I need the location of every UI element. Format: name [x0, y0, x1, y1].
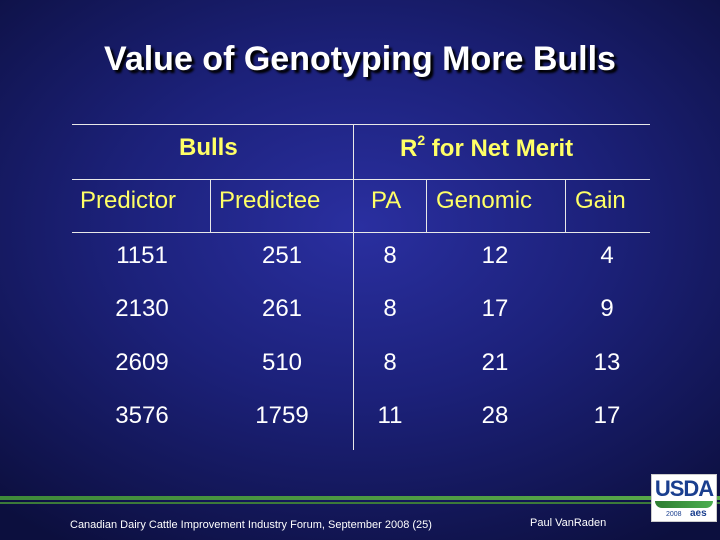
cell-predictor: 2130 — [115, 295, 169, 322]
header-bottom-rule — [72, 232, 650, 233]
cell-predictor: 1151 — [116, 242, 168, 269]
footer-author-text: Paul VanRaden — [530, 517, 607, 529]
subheader-divider-2 — [426, 179, 427, 232]
cell-genomic: 12 — [481, 242, 509, 269]
cell-genomic: 17 — [481, 295, 509, 322]
aes-logo-mark: aes — [690, 508, 707, 519]
group-header-r2: R2 for Net Merit — [400, 132, 574, 163]
usda-logo: USDA 2008 aes — [651, 474, 717, 522]
column-header-pa: PA — [371, 187, 402, 214]
footer-divider — [0, 496, 720, 500]
cell-predictee: 261 — [261, 295, 303, 322]
header-divider-rule — [72, 179, 650, 180]
usda-logo-year: 2008 — [666, 511, 682, 518]
cell-gain: 4 — [600, 242, 614, 269]
slide-title: Value of Genotyping More Bulls — [104, 40, 616, 78]
r2-superscript: 2 — [417, 132, 426, 148]
cell-genomic: 21 — [481, 349, 509, 376]
table-top-rule — [72, 124, 650, 125]
usda-logo-text: USDA — [654, 476, 714, 501]
cell-pa: 8 — [383, 295, 397, 322]
cell-gain: 17 — [593, 402, 621, 429]
column-header-genomic: Genomic — [436, 187, 533, 214]
column-header-predictor: Predictor — [80, 187, 177, 214]
cell-pa: 8 — [383, 349, 397, 376]
group-header-bulls: Bulls — [179, 134, 238, 162]
cell-pa: 11 — [377, 402, 403, 429]
cell-predictee: 1759 — [255, 402, 309, 429]
column-header-predictee: Predictee — [219, 187, 321, 214]
footer-divider-thin — [0, 502, 720, 504]
cell-predictee: 251 — [261, 242, 303, 269]
footer-event-text: Canadian Dairy Cattle Improvement Indust… — [70, 519, 432, 531]
cell-predictee: 510 — [261, 349, 303, 376]
cell-predictor: 2609 — [115, 349, 169, 376]
cell-genomic: 28 — [481, 402, 509, 429]
r2-prefix: R — [400, 135, 418, 162]
subheader-divider-3 — [565, 179, 566, 232]
usda-logo-wave-icon — [655, 501, 713, 508]
r2-suffix: for Net Merit — [425, 135, 574, 162]
cell-predictor: 3576 — [115, 402, 169, 429]
cell-gain: 13 — [593, 349, 621, 376]
table-group-divider — [353, 124, 354, 450]
cell-gain: 9 — [600, 295, 614, 322]
cell-pa: 8 — [383, 242, 397, 269]
column-header-gain: Gain — [575, 187, 626, 214]
group-header-bulls-text: Bulls — [179, 134, 238, 161]
subheader-divider-1 — [210, 179, 211, 232]
